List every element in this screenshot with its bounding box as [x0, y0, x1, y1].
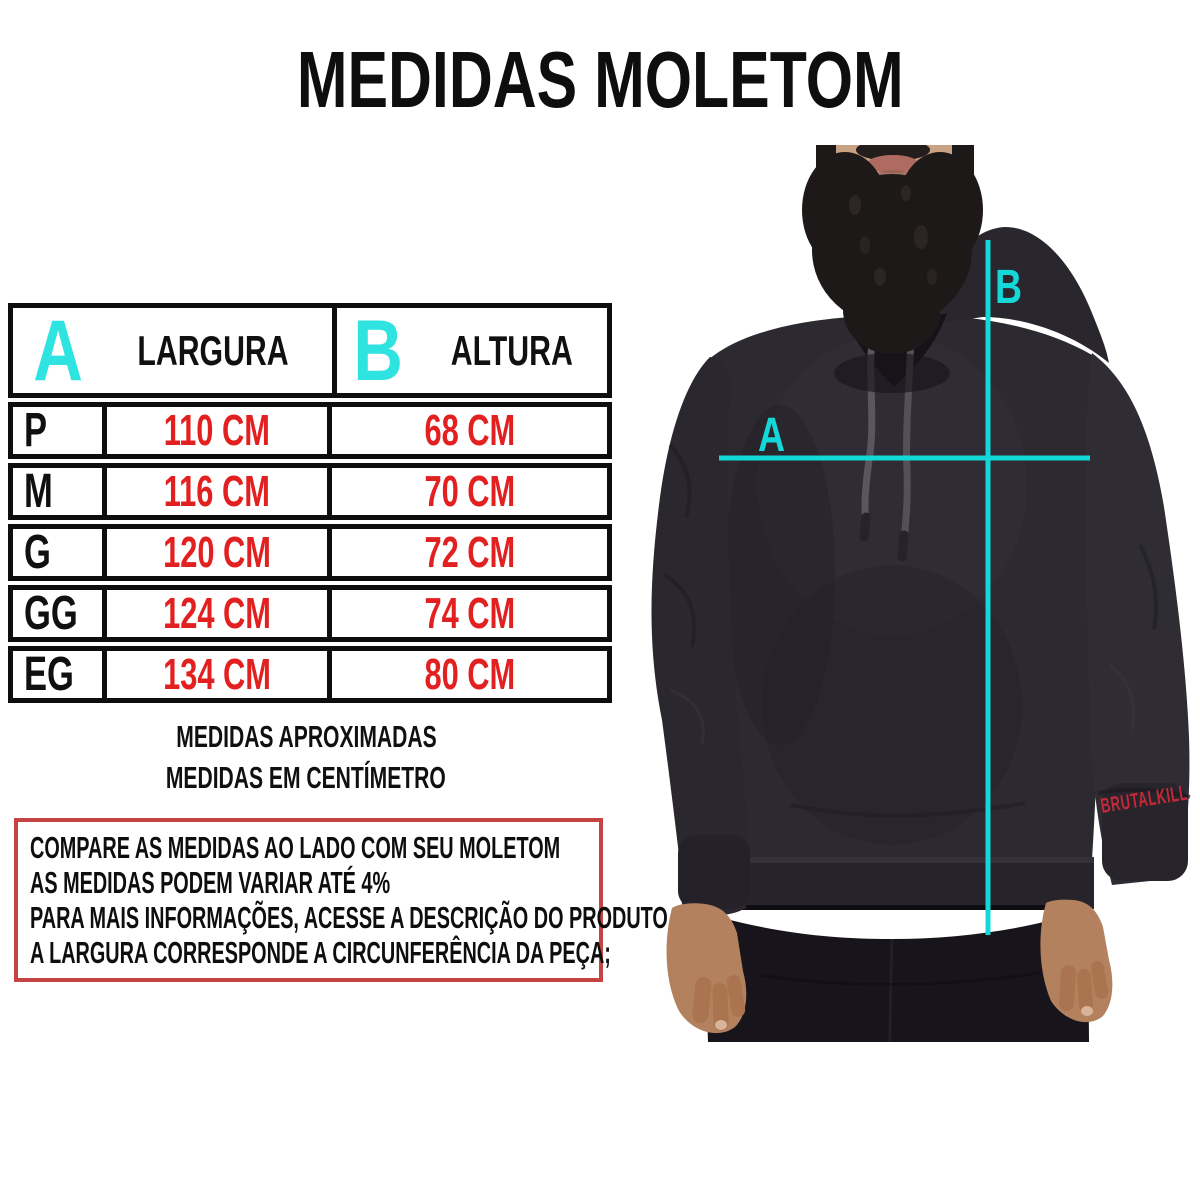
pants	[704, 909, 1089, 1043]
size-label: P	[13, 404, 107, 457]
page-title-text: MEDIDAS MOLETOM	[296, 35, 904, 124]
table-row-p: P 110 CM 68 CM	[8, 402, 612, 459]
lips	[867, 155, 919, 173]
header-letter-b: B	[353, 302, 404, 399]
altura-value: 80 CM	[424, 649, 515, 699]
mustache	[856, 145, 930, 161]
info-line-4: A LARGURA CORRESPONDE A CIRCUNFERÊNCIA D…	[30, 935, 611, 970]
largura-value: 116 CM	[107, 467, 332, 516]
altura-value: 74 CM	[424, 588, 515, 638]
left-cuff	[678, 835, 750, 909]
size-label: EG	[13, 648, 107, 701]
header-label-altura: ALTURA	[451, 326, 574, 374]
hem-band	[730, 857, 1094, 910]
info-line-1: COMPARE AS MEDIDAS AO LADO COM SEU MOLET…	[30, 830, 561, 865]
measure-label-b: B	[995, 261, 1022, 315]
info-box: COMPARE AS MEDIDAS AO LADO COM SEU MOLET…	[14, 818, 668, 982]
table-row-m: M 116 CM 70 CM	[8, 463, 612, 520]
right-cuff	[1102, 783, 1188, 881]
size-label: G	[13, 526, 107, 579]
altura-value: 68 CM	[424, 405, 515, 455]
largura-value: 120 CM	[107, 528, 332, 577]
left-sleeve	[651, 357, 750, 916]
altura-value: 72 CM	[424, 527, 515, 577]
largura-value: 110 CM	[107, 406, 332, 455]
size-label: GG	[13, 587, 107, 640]
largura-value: 124 CM	[107, 589, 332, 638]
left-hand	[666, 903, 747, 1034]
header-cell-largura: A LARGURA	[13, 302, 337, 399]
hood	[940, 227, 1109, 363]
size-table-header-row: A LARGURA B ALTURA	[8, 303, 612, 398]
info-line-2: AS MEDIDAS PODEM VARIAR ATÉ 4%	[30, 865, 391, 900]
measurement-notes: MEDIDAS APROXIMADAS MEDIDAS EM CENTÍMETR…	[8, 716, 604, 798]
right-sleeve: BRUTALKILL	[1085, 353, 1191, 885]
header-letter-a: A	[33, 302, 84, 399]
table-row-g: G 120 CM 72 CM	[8, 524, 612, 581]
measurement-overlay: A B	[719, 240, 1090, 935]
note-approximate: MEDIDAS APROXIMADAS	[175, 719, 437, 754]
beard	[802, 152, 983, 393]
info-line-3: PARA MAIS INFORMAÇÕES, ACESSE A DESCRIÇÃ…	[30, 900, 668, 935]
hoodie-body	[708, 227, 1109, 910]
note-centimeters: MEDIDAS EM CENTÍMETRO	[166, 760, 446, 795]
page-title: MEDIDAS MOLETOM	[0, 34, 1200, 126]
size-table: A LARGURA B ALTURA P 110 CM 68 CM M 116 …	[8, 303, 612, 707]
header-cell-altura: B ALTURA	[337, 302, 607, 399]
header-label-largura: LARGURA	[136, 326, 289, 374]
table-row-gg: GG 124 CM 74 CM	[8, 585, 612, 642]
right-hand	[1040, 899, 1113, 1023]
measure-label-a: A	[758, 409, 785, 463]
altura-value: 70 CM	[424, 466, 515, 516]
table-row-eg: EG 134 CM 80 CM	[8, 646, 612, 703]
size-label: M	[13, 465, 107, 518]
model-photo: BRUTALKILL	[651, 145, 1191, 1043]
largura-value: 134 CM	[107, 650, 332, 699]
